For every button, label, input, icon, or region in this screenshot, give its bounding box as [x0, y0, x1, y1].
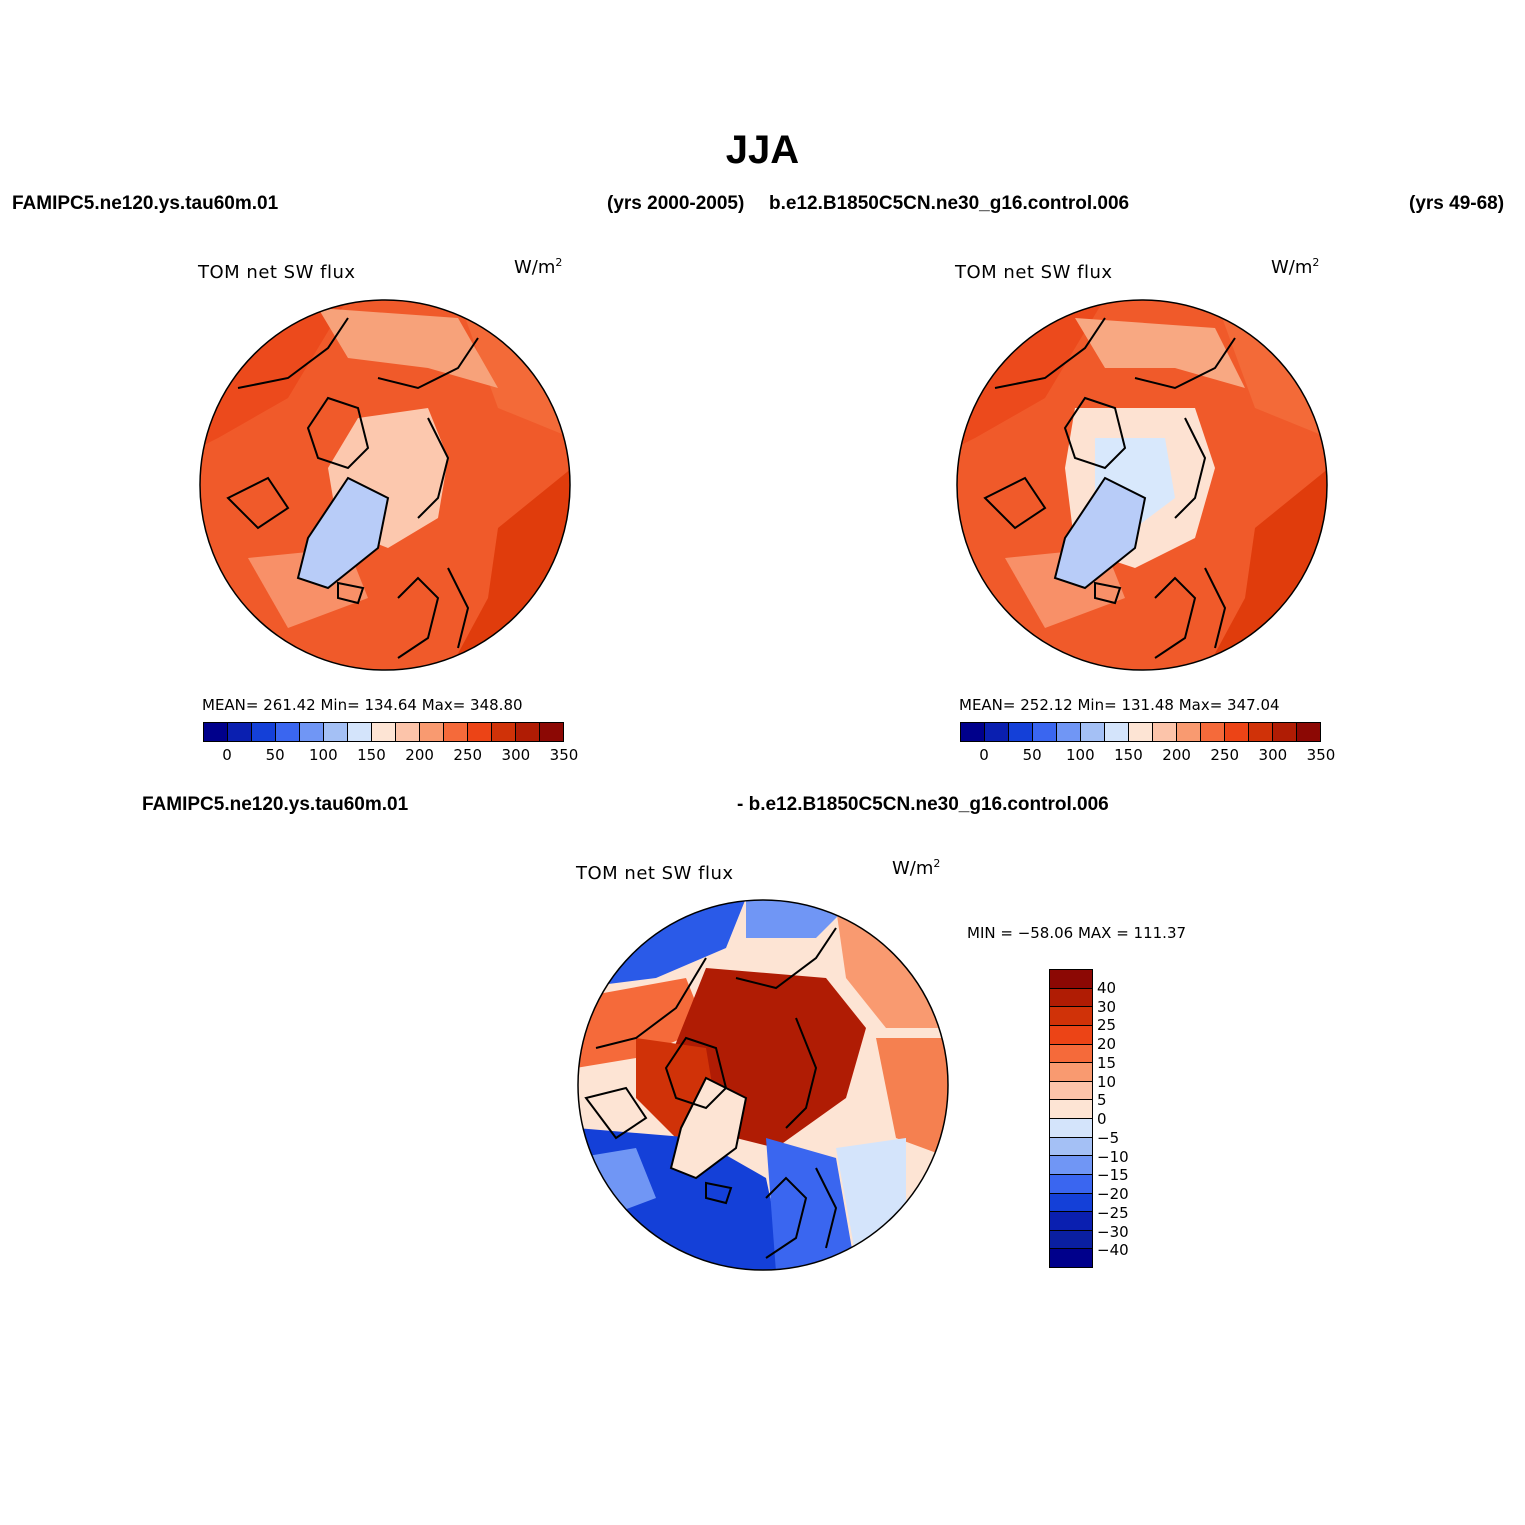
colorbar-swatch: [204, 723, 228, 741]
colorbar-swatch: [540, 723, 563, 741]
colorbar-swatch: [468, 723, 492, 741]
years-label-left: (yrs 2000-2005): [607, 193, 745, 214]
colorbar-swatch: [1153, 723, 1177, 741]
colorbar-swatch: [1129, 723, 1153, 741]
colorbar-tick-label: −25: [1097, 1203, 1129, 1222]
colorbar-tick-label: 250: [453, 746, 483, 764]
colorbar-tick-label: 15: [1097, 1053, 1117, 1072]
colorbar-swatch: [1050, 1044, 1092, 1064]
colorbar-tick-label: 25: [1097, 1016, 1117, 1035]
colorbar-tick-label: 0: [979, 746, 989, 764]
units-right: W/m2: [1271, 256, 1320, 278]
colorbar-tick-label: 200: [405, 746, 434, 764]
colorbar-swatch: [1050, 1249, 1092, 1267]
colorbar-swatch: [324, 723, 348, 741]
colorbar-swatch: [1050, 1025, 1092, 1045]
colorbar-swatch: [985, 723, 1009, 741]
colorbar-swatch: [444, 723, 468, 741]
panel-title-diff: TOM net SW flux: [576, 863, 734, 884]
colorbar-tick-label: 20: [1097, 1035, 1117, 1053]
units-diff: W/m2: [892, 857, 941, 879]
colorbar-tick-label: −5: [1097, 1128, 1120, 1147]
stats-right: MEAN= 252.12 Min= 131.48 Max= 347.04: [959, 696, 1280, 714]
colorbar-swatch: [1033, 723, 1057, 741]
units-left: W/m2: [514, 256, 563, 278]
colorbar-tick-label: 350: [549, 746, 579, 764]
diff-case-b-label: - b.e12.B1850C5CN.ne30_g16.control.006: [737, 794, 1109, 815]
colorbar-tick-label: 350: [1306, 746, 1336, 764]
case-label-left: FAMIPC5.ne120.ys.tau60m.01: [12, 193, 279, 214]
colorbar-swatch: [1050, 1137, 1092, 1157]
colorbar-swatch: [420, 723, 444, 741]
colorbar-tick-label: −40: [1097, 1241, 1129, 1260]
colorbar-tick-label: 150: [357, 746, 386, 764]
colorbar-swatch: [348, 723, 372, 741]
years-label-right: (yrs 49-68): [1409, 193, 1505, 214]
colorbar-swatch: [1050, 1100, 1092, 1119]
colorbar-swatch: [228, 723, 252, 741]
colorbar-swatch: [1057, 723, 1081, 741]
colorbar-swatch: [1050, 1174, 1092, 1194]
colorbar-swatch: [1050, 1081, 1092, 1101]
colorbar-swatch: [516, 723, 540, 741]
panel-title-left: TOM net SW flux: [198, 262, 356, 283]
colorbar-tick-label: 40: [1097, 978, 1117, 997]
colorbar-swatch: [1225, 723, 1249, 741]
colorbar-right: [960, 722, 1321, 742]
colorbar-swatch: [300, 723, 324, 741]
colorbar-swatch: [492, 723, 516, 741]
colorbar-tick-label: −20: [1097, 1185, 1129, 1203]
colorbar-swatch: [1177, 723, 1201, 741]
map-diff: [577, 899, 949, 1271]
colorbar-tick-label: 200: [1162, 746, 1191, 764]
colorbar-swatch: [1201, 723, 1225, 741]
colorbar-swatch: [1081, 723, 1105, 741]
colorbar-swatch: [1050, 1063, 1092, 1082]
colorbar-tick-label: 100: [309, 746, 338, 764]
colorbar-tick-label: 250: [1210, 746, 1240, 764]
colorbar-swatch: [1050, 1212, 1092, 1231]
colorbar-left: [203, 722, 564, 742]
colorbar-swatch: [252, 723, 276, 741]
colorbar-tick-label: −15: [1097, 1166, 1129, 1185]
main-title: JJA: [725, 128, 800, 172]
map-right: [956, 299, 1328, 671]
colorbar-swatch: [1050, 1193, 1092, 1213]
colorbar-tick-label: 50: [265, 746, 285, 764]
colorbar-tick-label: 10: [1097, 1072, 1117, 1091]
stats-diff: MIN = −58.06 MAX = 111.37: [967, 924, 1187, 942]
colorbar-tick-label: 30: [1097, 997, 1117, 1016]
colorbar-swatch: [1050, 970, 1092, 989]
colorbar-swatch: [396, 723, 420, 741]
colorbar-tick-label: 5: [1097, 1091, 1107, 1110]
colorbar-tick-label: 50: [1022, 746, 1042, 764]
colorbar-swatch: [1050, 1007, 1092, 1026]
colorbar-tick-label: −10: [1097, 1147, 1129, 1166]
colorbar-swatch: [1050, 988, 1092, 1008]
case-label-right: b.e12.B1850C5CN.ne30_g16.control.006: [769, 193, 1130, 214]
colorbar-tick-label: 0: [222, 746, 232, 764]
colorbar-tick-label: 0: [1097, 1110, 1107, 1128]
colorbar-tick-label: 300: [501, 746, 531, 764]
panel-title-right: TOM net SW flux: [955, 262, 1113, 283]
colorbar-swatch: [1273, 723, 1297, 741]
colorbar-tick-label: 100: [1066, 746, 1095, 764]
map-left: [199, 299, 571, 671]
colorbar-diff: [1049, 969, 1093, 1268]
colorbar-swatch: [372, 723, 396, 741]
colorbar-tick-label: 300: [1258, 746, 1288, 764]
diff-case-a-label: FAMIPC5.ne120.ys.tau60m.01: [142, 794, 409, 815]
colorbar-swatch: [276, 723, 300, 741]
stats-left: MEAN= 261.42 Min= 134.64 Max= 348.80: [202, 696, 523, 714]
colorbar-swatch: [961, 723, 985, 741]
colorbar-swatch: [1009, 723, 1033, 741]
colorbar-swatch: [1050, 1119, 1092, 1138]
colorbar-swatch: [1050, 1156, 1092, 1175]
colorbar-swatch: [1050, 1230, 1092, 1250]
colorbar-swatch: [1297, 723, 1320, 741]
colorbar-tick-label: 150: [1114, 746, 1143, 764]
colorbar-tick-label: −30: [1097, 1222, 1129, 1241]
colorbar-swatch: [1105, 723, 1129, 741]
colorbar-swatch: [1249, 723, 1273, 741]
